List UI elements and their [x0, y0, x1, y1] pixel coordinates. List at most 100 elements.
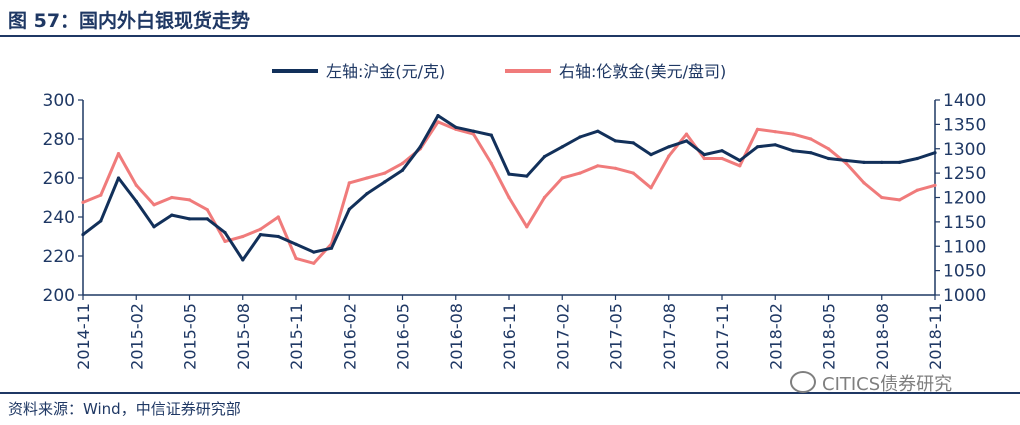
shanghai-gold-point	[400, 168, 405, 172]
london-gold-point	[844, 161, 848, 165]
shanghai-gold-point	[578, 135, 582, 139]
left-tick-label: 200	[43, 286, 75, 306]
london-gold-point	[897, 198, 902, 202]
london-gold-point	[81, 200, 85, 204]
london-gold-point	[134, 183, 138, 187]
london-gold-point	[436, 120, 440, 124]
right-tick-label: 1050	[943, 262, 986, 282]
x-tick-label: 2018-05	[820, 303, 839, 370]
shanghai-gold-point	[826, 156, 831, 161]
london-gold-point	[809, 137, 813, 141]
london-gold-point	[205, 208, 209, 212]
shanghai-gold-point	[880, 160, 884, 164]
x-tick-label: 2017-08	[660, 303, 679, 370]
london-gold-point	[915, 188, 919, 192]
london-gold-point	[312, 261, 316, 265]
london-gold-point	[933, 183, 937, 187]
london-gold-point	[755, 127, 760, 131]
shanghai-gold-point	[81, 233, 85, 237]
x-tick-label: 2017-05	[607, 303, 626, 370]
shanghai-gold-point	[667, 145, 671, 149]
london-gold-point	[631, 171, 635, 175]
x-tick-label: 2015-08	[234, 303, 253, 370]
legend-label-right: 右轴:伦敦金(美元/盘司)	[559, 62, 726, 81]
wechat-icon	[790, 371, 816, 393]
x-tick-label: 2015-05	[181, 303, 200, 370]
london-gold-point	[596, 164, 600, 168]
series-left-shanghai-gold	[81, 114, 937, 262]
shanghai-gold-point	[241, 258, 245, 262]
source-rule	[0, 392, 1020, 394]
london-gold-point	[684, 132, 689, 136]
shanghai-gold-point	[223, 231, 227, 235]
shanghai-gold-point	[276, 234, 280, 239]
left-tick-label: 240	[43, 208, 75, 228]
x-tick-label: 2018-08	[873, 303, 892, 370]
shanghai-gold-point	[152, 225, 156, 229]
london-gold-point	[560, 176, 564, 180]
right-tick-label: 1300	[943, 140, 986, 160]
london-gold-point	[613, 166, 618, 170]
x-tick-label: 2018-11	[926, 303, 945, 370]
x-tick-label: 2014-11	[74, 303, 93, 370]
london-gold-point	[649, 186, 653, 190]
london-gold-point	[862, 181, 866, 185]
shanghai-gold-point	[170, 213, 174, 217]
london-gold-point	[347, 181, 351, 185]
london-gold-point	[241, 234, 245, 239]
right-tick-label: 1150	[943, 213, 986, 233]
source-note: 资料来源：Wind，中信证券研究部	[8, 400, 241, 418]
right-tick-label: 1350	[943, 115, 986, 135]
title-rule	[0, 35, 1020, 37]
left-tick-label: 220	[43, 247, 75, 267]
london-gold-point	[880, 195, 884, 200]
left-tick-label: 300	[43, 91, 75, 111]
london-gold-point	[116, 152, 121, 156]
shanghai-gold-point	[258, 233, 263, 237]
shanghai-gold-point	[312, 250, 316, 254]
shanghai-gold-point	[436, 114, 440, 118]
shanghai-gold-point	[418, 145, 422, 149]
london-gold-point	[471, 132, 476, 136]
shanghai-gold-point	[649, 153, 653, 157]
shanghai-gold-point	[116, 176, 121, 180]
x-tick-label: 2016-08	[447, 303, 466, 370]
london-gold-point	[738, 164, 742, 168]
x-tick-label: 2015-11	[287, 303, 306, 370]
legend: 左轴:沪金(元/克) 右轴:伦敦金(美元/盘司)	[272, 62, 726, 81]
shanghai-gold-point	[738, 158, 742, 163]
shanghai-gold-point	[631, 141, 635, 145]
shanghai-gold-point	[613, 139, 618, 143]
london-gold-point	[187, 198, 192, 202]
shanghai-gold-point	[862, 160, 866, 164]
shanghai-gold-point	[844, 158, 848, 163]
london-gold-point	[525, 225, 529, 229]
shanghai-gold-point	[773, 143, 777, 147]
left-tick-label: 260	[43, 169, 75, 189]
legend-label-left: 左轴:沪金(元/克)	[326, 62, 445, 81]
x-tick-label: 2016-05	[394, 303, 413, 370]
left-tick-label: 280	[43, 130, 75, 150]
shanghai-gold-point	[720, 149, 724, 153]
x-tick-label: 2017-11	[713, 303, 732, 370]
x-tick-label: 2016-02	[340, 303, 359, 370]
shanghai-gold-point	[542, 155, 547, 159]
shanghai-gold-point	[134, 199, 138, 203]
london-gold-point	[702, 156, 706, 161]
shanghai-gold-point	[294, 242, 298, 246]
london-gold-point	[276, 215, 280, 219]
shanghai-gold-point	[560, 145, 564, 149]
london-gold-point	[667, 154, 671, 158]
watermark: CITICS债券研究	[790, 370, 952, 396]
x-tick-label: 2018-02	[766, 303, 785, 370]
london-gold-point	[294, 256, 298, 260]
london-gold-point	[170, 195, 174, 200]
shanghai-gold-point	[329, 246, 334, 250]
shanghai-gold-point	[915, 156, 919, 161]
series-right-london-gold	[81, 120, 937, 265]
london-gold-line	[82, 120, 936, 265]
shanghai-gold-point	[596, 129, 600, 133]
x-tick-label: 2017-02	[553, 303, 572, 370]
watermark-text: CITICS债券研究	[822, 374, 953, 395]
shanghai-gold-point	[205, 217, 209, 221]
